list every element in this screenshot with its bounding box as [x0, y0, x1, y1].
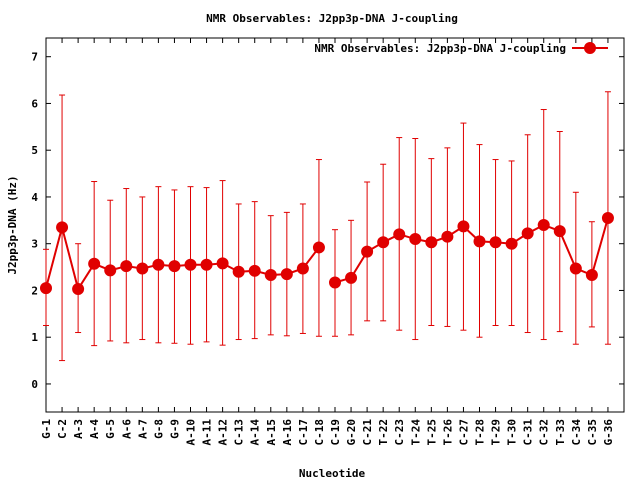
x-tick-label: C-18: [313, 419, 326, 446]
x-tick-label: C-2: [56, 419, 69, 439]
x-tick-label: C-13: [233, 419, 246, 446]
data-point: [72, 283, 85, 296]
data-point: [329, 276, 341, 289]
data-point: [537, 219, 550, 231]
data-point: [521, 227, 534, 240]
x-tick-label: A-4: [88, 419, 101, 439]
data-point: [553, 225, 566, 238]
error-bars: [43, 91, 611, 362]
x-axis-label: Nucleotide: [299, 467, 366, 480]
x-tick-label: G-20: [345, 419, 358, 446]
data-point: [345, 271, 358, 284]
data-point: [168, 260, 181, 273]
data-point: [152, 258, 165, 271]
x-tick-label: C-34: [570, 419, 583, 446]
y-tick-label: 1: [31, 331, 38, 344]
x-tick-label: G-8: [152, 419, 165, 439]
x-tick-label: T-26: [441, 419, 454, 446]
y-axis-label: J2pp3p-DNA (Hz): [6, 175, 19, 274]
data-point: [393, 228, 406, 241]
legend-label: NMR Observables: J2pp3p-DNA J-coupling: [314, 42, 566, 55]
data-point: [280, 268, 293, 281]
y-tick-label: 0: [31, 378, 38, 391]
x-tick-label: G-5: [104, 419, 117, 439]
x-tick-label: C-31: [522, 419, 535, 446]
data-point: [457, 220, 470, 233]
legend-marker: [584, 42, 596, 54]
data-point: [136, 262, 149, 275]
data-point: [184, 258, 197, 271]
plot-frame: [45, 37, 625, 413]
x-tick-label: C-27: [457, 419, 470, 446]
x-axis: G-1 C-2 A-3 A-4 G-5 A-6 A-7 G-8 G-9 A-10 A-11 A-12 C…: [40, 38, 615, 446]
data-point: [409, 233, 422, 246]
data-point: [377, 236, 390, 249]
x-tick-label: C-32: [538, 419, 551, 446]
data-point: [441, 230, 454, 243]
data-point: [505, 237, 518, 250]
series-line: [45, 223, 320, 292]
x-tick-label: C-23: [393, 419, 406, 446]
legend: NMR Observables: J2pp3p-DNA J-coupling: [314, 42, 608, 55]
x-tick-label: A-6: [120, 419, 133, 439]
x-tick-label: C-35: [586, 419, 599, 446]
data-point: [248, 264, 261, 277]
x-tick-label: T-33: [554, 419, 567, 446]
x-tick-label: A-14: [249, 419, 262, 446]
data-point: [216, 257, 229, 270]
data-point: [40, 282, 52, 295]
data-point: [264, 269, 277, 282]
data-point: [232, 265, 245, 278]
x-tick-label: C-17: [297, 419, 310, 446]
data-point: [312, 241, 325, 254]
data-point: [473, 235, 486, 248]
x-tick-label: G-36: [602, 419, 615, 446]
x-tick-label: A-7: [136, 419, 149, 439]
y-tick-label: 5: [31, 144, 38, 157]
series-line: [334, 217, 609, 284]
data-points: [40, 211, 614, 296]
y-tick-label: 6: [31, 97, 38, 110]
data-point: [569, 262, 582, 275]
x-tick-label: G-9: [168, 419, 181, 439]
x-tick-label: A-12: [217, 419, 230, 446]
series-lines: [45, 217, 609, 292]
x-tick-label: T-28: [474, 419, 487, 446]
y-axis: 0 1 2 3 4 5 6 7: [31, 51, 624, 391]
y-tick-label: 7: [31, 51, 38, 64]
data-point: [489, 236, 502, 249]
x-tick-label: A-11: [201, 419, 214, 446]
x-tick-label: T-24: [409, 419, 422, 446]
data-point: [200, 258, 213, 271]
x-tick-label: A-16: [281, 419, 294, 446]
data-point: [361, 245, 374, 258]
data-point: [296, 262, 309, 275]
data-point: [425, 236, 438, 249]
x-tick-label: T-22: [377, 419, 390, 446]
x-tick-label: T-29: [490, 419, 503, 446]
chart-title: NMR Observables: J2pp3p-DNA J-coupling: [206, 12, 458, 25]
x-tick-label: T-30: [506, 419, 519, 446]
x-tick-label: A-3: [72, 419, 85, 439]
x-tick-label: C-19: [329, 419, 342, 446]
data-point: [585, 269, 598, 282]
x-tick-label: T-25: [425, 419, 438, 446]
x-tick-label: A-15: [265, 419, 278, 446]
x-tick-label: A-10: [185, 419, 198, 446]
y-tick-label: 4: [31, 191, 38, 204]
x-tick-label: G-1: [40, 419, 53, 439]
data-point: [120, 260, 133, 273]
data-point: [601, 211, 614, 224]
y-tick-label: 3: [31, 238, 38, 251]
x-tick-label: C-21: [361, 419, 374, 446]
data-point: [88, 257, 101, 270]
data-point: [56, 221, 69, 234]
data-point: [104, 264, 117, 277]
y-tick-label: 2: [31, 284, 38, 297]
